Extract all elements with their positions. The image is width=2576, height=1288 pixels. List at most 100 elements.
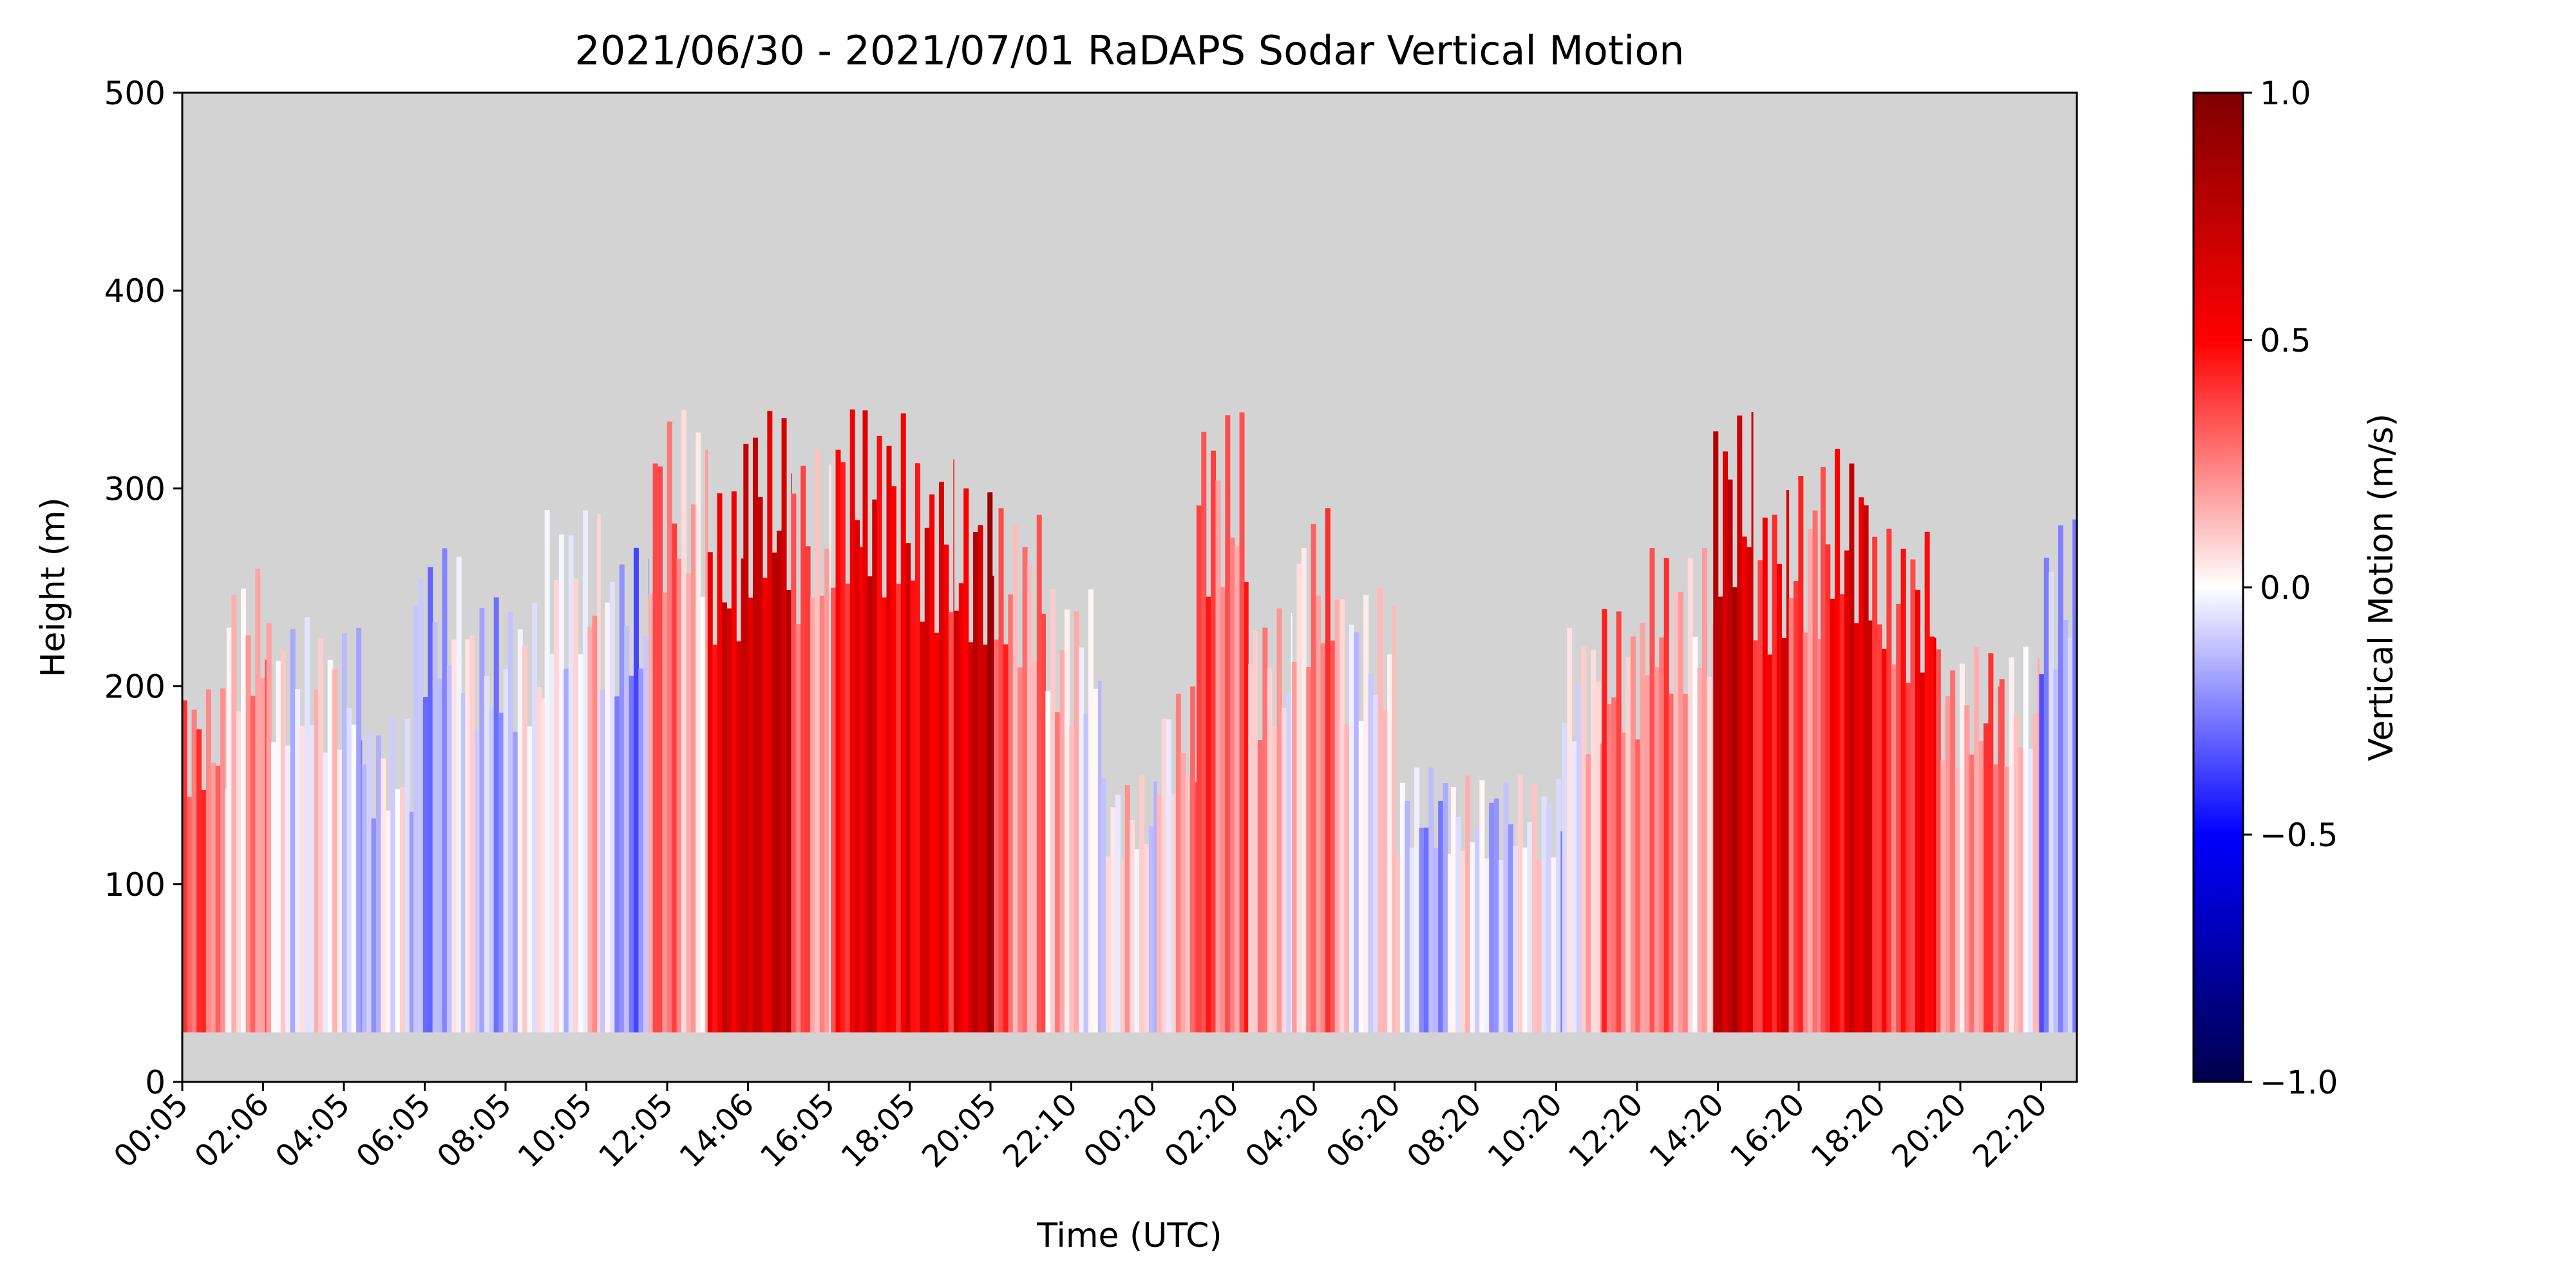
heatmap-column xyxy=(276,660,281,1033)
heatmap-column xyxy=(786,590,791,1033)
heatmap-column xyxy=(1616,611,1622,1033)
heatmap-column xyxy=(317,638,323,1033)
heatmap-column xyxy=(1262,627,1268,1033)
heatmap-column xyxy=(1088,589,1094,1033)
heatmap-column xyxy=(905,543,911,1033)
heatmap-column xyxy=(1101,778,1106,1033)
heatmap-column xyxy=(1687,558,1693,1033)
x-tick-label: 12:20 xyxy=(1562,1086,1650,1175)
x-tick-label: 16:20 xyxy=(1723,1086,1812,1175)
heatmap-column xyxy=(1718,596,1723,1033)
heatmap-column xyxy=(1713,431,1719,1033)
heatmap-column xyxy=(963,488,969,1033)
heatmap-column xyxy=(1050,589,1056,1033)
heatmap-column xyxy=(1560,831,1563,1033)
heatmap-column xyxy=(1027,565,1032,1033)
heatmap-column xyxy=(205,689,211,1033)
heatmap-column xyxy=(484,676,489,1033)
heatmap-column xyxy=(295,689,301,1033)
heatmap-column xyxy=(341,633,347,1033)
heatmap-column xyxy=(1055,712,1061,1033)
heatmap-column xyxy=(705,450,708,1033)
heatmap-column xyxy=(1443,783,1448,1033)
heatmap-column xyxy=(920,621,925,1033)
heatmap-column xyxy=(1489,802,1495,1033)
heatmap-column xyxy=(1097,680,1102,1033)
heatmap-column xyxy=(1562,723,1567,1033)
heatmap-column xyxy=(1983,723,1989,1033)
heatmap-column xyxy=(1853,623,1859,1033)
heatmap-column xyxy=(1839,594,1845,1033)
heatmap-column xyxy=(657,466,663,1033)
heatmap-column xyxy=(1781,638,1787,1033)
heatmap-column xyxy=(437,678,443,1033)
heatmap-column xyxy=(1527,822,1533,1033)
heatmap-column xyxy=(1134,849,1140,1033)
heatmap-column xyxy=(215,765,221,1033)
heatmap-column xyxy=(1896,603,1902,1033)
heatmap-column xyxy=(1296,564,1302,1033)
heatmap-column xyxy=(1777,564,1783,1033)
heatmap-column xyxy=(643,636,649,1033)
heatmap-column xyxy=(648,593,654,1033)
heatmap-column xyxy=(265,659,267,1033)
heatmap-column xyxy=(835,450,841,1033)
heatmap-column xyxy=(1959,663,1965,1033)
heatmap-column xyxy=(266,623,272,1033)
heatmap-column xyxy=(1368,674,1374,1033)
heatmap-column xyxy=(1654,667,1660,1033)
colorbar-tick-label: −1.0 xyxy=(2260,1064,2338,1101)
heatmap-column xyxy=(1069,726,1075,1033)
heatmap-column xyxy=(810,597,815,1033)
y-tick-label: 100 xyxy=(104,866,166,904)
heatmap-column xyxy=(1701,547,1707,1033)
heatmap-column xyxy=(1018,667,1023,1033)
heatmap-column xyxy=(676,558,682,1033)
heatmap-column xyxy=(1157,794,1162,1033)
heatmap-column xyxy=(600,689,606,1033)
heatmap-column xyxy=(1872,536,1878,1033)
heatmap-column xyxy=(978,525,983,1033)
heatmap-column xyxy=(1330,640,1336,1033)
heatmap-column xyxy=(1551,857,1557,1033)
heatmap-column xyxy=(1974,647,1980,1033)
heatmap-column xyxy=(578,654,583,1033)
heatmap-column xyxy=(1910,559,1916,1033)
y-tick-label: 300 xyxy=(104,470,166,507)
heatmap-column xyxy=(2072,519,2077,1033)
heatmap-column xyxy=(1964,705,1970,1033)
heatmap-column xyxy=(1281,707,1287,1033)
heatmap-column xyxy=(1253,630,1258,1033)
heatmap-column xyxy=(1935,649,1941,1033)
heatmap-column xyxy=(1955,768,1960,1033)
heatmap-column xyxy=(2039,674,2045,1033)
x-tick-label: 06:20 xyxy=(1320,1086,1408,1175)
heatmap-data-layer xyxy=(182,409,2077,1033)
heatmap-column xyxy=(929,494,935,1033)
heatmap-column xyxy=(1211,450,1217,1033)
heatmap-column xyxy=(958,583,964,1033)
heatmap-column xyxy=(451,639,457,1033)
heatmap-column xyxy=(1498,860,1504,1033)
x-axis-label: Time (UTC) xyxy=(1036,1217,1222,1255)
heatmap-column xyxy=(1998,686,2000,1033)
heatmap-column xyxy=(772,553,777,1033)
heatmap-column xyxy=(712,645,718,1033)
heatmap-column xyxy=(304,617,310,1033)
heatmap-column xyxy=(564,668,569,1033)
heatmap-column xyxy=(1306,667,1312,1033)
heatmap-column xyxy=(791,493,797,1033)
heatmap-column xyxy=(1130,819,1135,1033)
heatmap-column xyxy=(1201,431,1207,1033)
x-tick-label: 10:05 xyxy=(511,1086,600,1175)
plot-frame xyxy=(181,91,2078,1083)
heatmap-column xyxy=(1291,612,1293,1033)
heatmap-column xyxy=(934,632,940,1033)
heatmap-column xyxy=(1591,649,1596,1033)
heatmap-column xyxy=(558,535,564,1033)
heatmap-column xyxy=(456,556,462,1033)
heatmap-column xyxy=(285,745,291,1033)
heatmap-column xyxy=(1399,782,1405,1033)
heatmap-column xyxy=(1378,588,1383,1033)
heatmap-column xyxy=(1190,686,1196,1033)
